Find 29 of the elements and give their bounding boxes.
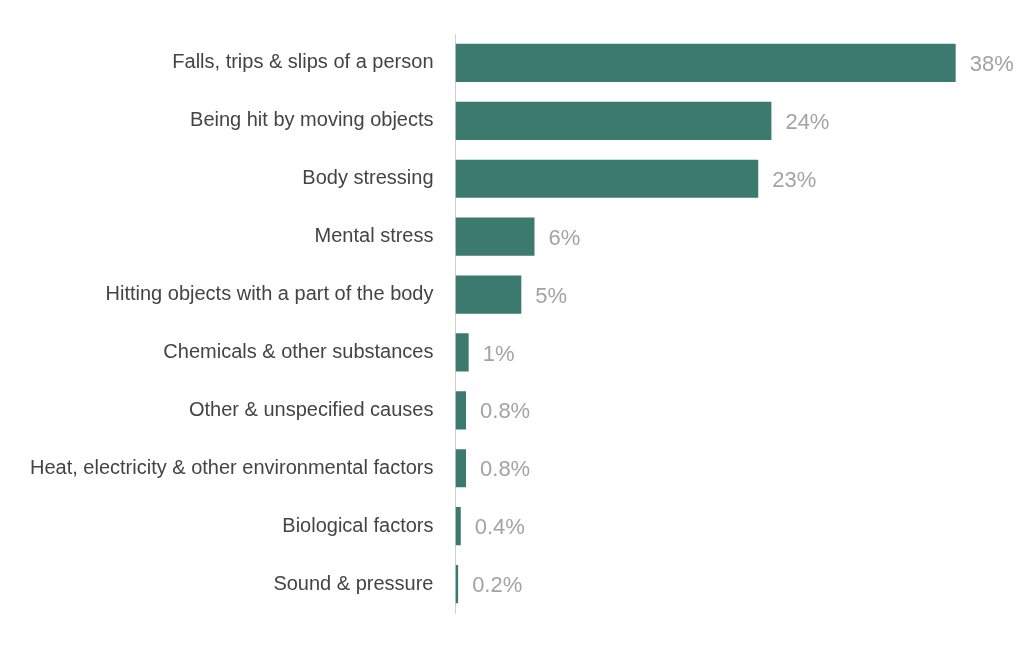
data-label: 38% (969, 51, 1014, 77)
bar (455, 507, 461, 546)
data-label: 0.8% (480, 398, 531, 424)
data-label: 5% (535, 282, 568, 308)
y-tick-label: Mental stress (314, 224, 434, 247)
data-label: 6% (548, 224, 581, 250)
y-tick-label: Chemicals & other substances (163, 339, 434, 362)
data-label: 0.4% (474, 514, 525, 540)
y-tick-label: Sound & pressure (273, 571, 434, 594)
data-label: 1% (482, 340, 515, 366)
y-tick-label: Other & unspecified causes (188, 397, 434, 420)
data-label: 23% (772, 166, 817, 192)
bar (455, 391, 467, 430)
y-tick-label: Being hit by moving objects (190, 108, 434, 131)
y-tick-label: Body stressing (302, 166, 434, 189)
bar (455, 43, 956, 83)
y-tick-label: Falls, trips & slips of a person (172, 50, 434, 73)
bar (455, 275, 522, 314)
data-label: 0.2% (472, 572, 523, 598)
data-label: 24% (785, 108, 830, 134)
bar (455, 217, 535, 256)
y-tick-label: Heat, electricity & other environmental factors (29, 455, 434, 478)
data-label: 0.8% (480, 456, 531, 482)
bar (455, 101, 772, 140)
y-tick-label: Biological factors (282, 513, 434, 536)
bar (455, 333, 469, 372)
bar (455, 159, 759, 198)
bar (455, 449, 467, 488)
y-tick-label: Hitting objects with a part of the body (105, 282, 434, 305)
